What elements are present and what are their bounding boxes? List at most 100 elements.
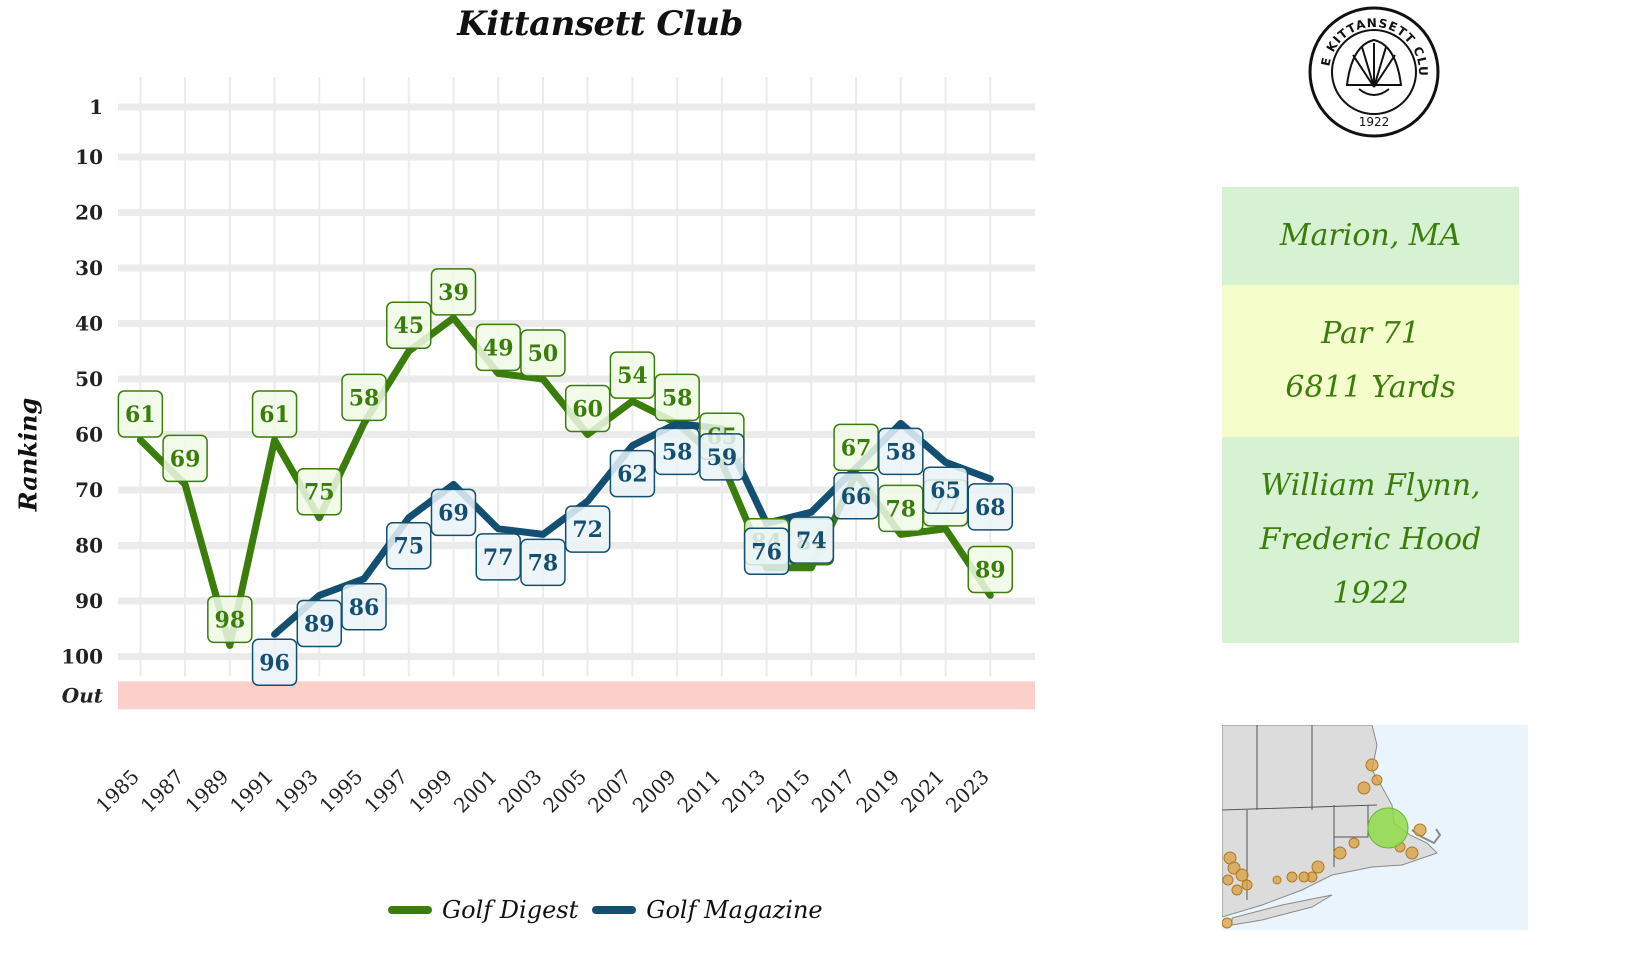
label-layer: 6169986175584539495060545865848467787789… — [117, 268, 1014, 687]
location-map — [1222, 725, 1528, 930]
data-label-golf-magazine: 89 — [296, 599, 343, 648]
data-label-box — [609, 351, 656, 399]
y-tick-label: 1 — [89, 95, 103, 119]
data-label-text: 60 — [572, 396, 603, 422]
y-tick-label: 40 — [75, 311, 103, 335]
data-label-text: 67 — [841, 435, 872, 461]
architect-line-1: William Flynn, — [1260, 468, 1481, 503]
legend-item-golf-magazine: Golf Magazine — [592, 896, 823, 924]
data-label-golf-magazine: 96 — [251, 638, 298, 687]
data-label-text: 62 — [617, 462, 648, 488]
data-label-golf-magazine: 77 — [475, 533, 521, 581]
data-label-box — [251, 390, 298, 438]
data-label-box — [341, 583, 387, 631]
data-label-text: 98 — [215, 607, 246, 633]
x-tick-label: 2019 — [851, 765, 904, 818]
data-label-box — [609, 449, 656, 498]
y-tick-label: 80 — [75, 533, 103, 557]
data-label-golf-magazine: 59 — [699, 433, 745, 481]
y-tick-label: 70 — [75, 478, 103, 502]
data-label-text: 61 — [125, 402, 156, 428]
x-tick-label: 1999 — [404, 765, 457, 818]
x-tick-label: 2013 — [717, 765, 770, 818]
x-tick-label: 2007 — [583, 765, 636, 818]
data-label-box — [386, 301, 432, 349]
map-other-course-markers — [1222, 758, 1427, 929]
y-tick-label-out: Out — [62, 683, 104, 707]
data-label-text: 58 — [885, 439, 916, 465]
chart-title: Kittansett Club — [457, 4, 743, 44]
club-logo: THE KITTANSETT CLUB 1922 — [1307, 5, 1440, 138]
x-tick-label: 2009 — [628, 765, 681, 818]
data-label-box — [296, 467, 343, 516]
x-tick-label: 2015 — [762, 765, 815, 818]
data-label-text: 39 — [438, 280, 469, 306]
x-tick-label: 1993 — [270, 765, 323, 818]
data-label-golf-magazine: 65 — [922, 466, 969, 514]
data-label-golf-digest: 58 — [341, 373, 387, 422]
yards-text: 6811 Yards — [1285, 370, 1456, 405]
data-label-box — [967, 483, 1014, 531]
data-label-text: 86 — [349, 595, 380, 621]
data-label-golf-magazine: 76 — [743, 527, 790, 576]
data-label-text: 78 — [528, 550, 559, 576]
architect-box: William Flynn, Frederic Hood 1922 — [1222, 437, 1519, 643]
y-tick-label: 100 — [61, 644, 103, 668]
data-label-box — [117, 390, 164, 438]
data-label-golf-digest: 61 — [251, 390, 298, 438]
data-label-text: 45 — [393, 313, 424, 339]
data-label-text: 68 — [975, 495, 1006, 521]
data-label-golf-digest: 49 — [475, 323, 521, 372]
legend-swatch-golf-magazine — [592, 906, 637, 914]
x-tick-label: 2003 — [494, 765, 547, 818]
data-label-text: 50 — [528, 341, 559, 367]
data-label-text: 72 — [572, 517, 603, 543]
data-label-golf-digest: 60 — [564, 384, 611, 433]
legend-swatch-golf-digest — [388, 906, 432, 914]
location-text: Marion, MA — [1279, 218, 1462, 253]
data-label-golf-magazine: 68 — [967, 483, 1014, 531]
legend-label-golf-digest: Golf Digest — [442, 896, 579, 924]
x-tick-label: 2001 — [449, 765, 502, 818]
data-label-text: 89 — [975, 557, 1006, 583]
data-label-text: 58 — [662, 385, 693, 411]
y-tick-label: 20 — [75, 200, 103, 224]
data-label-golf-magazine: 58 — [654, 427, 700, 476]
course-info-panel: Marion, MA Par 71 6811 Yards William Fly… — [1222, 187, 1519, 643]
data-label-box — [341, 373, 387, 422]
data-label-golf-digest: 69 — [162, 434, 208, 483]
data-label-golf-digest: 89 — [967, 545, 1014, 594]
x-tick-label: 1991 — [225, 765, 278, 818]
data-label-box — [878, 427, 924, 476]
data-label-text: 89 — [304, 611, 335, 637]
data-label-golf-magazine: 75 — [386, 521, 432, 570]
data-label-text: 69 — [438, 500, 469, 526]
data-label-golf-digest: 39 — [430, 268, 477, 316]
data-label-box — [564, 384, 611, 433]
data-label-golf-magazine: 74 — [788, 516, 835, 564]
x-tick-label: 1987 — [136, 765, 189, 818]
data-label-golf-magazine: 58 — [878, 427, 924, 476]
x-tick-label: 1989 — [180, 765, 233, 818]
x-tick-label: 1997 — [359, 765, 412, 818]
data-label-text: 78 — [885, 496, 916, 522]
data-label-golf-digest: 78 — [878, 484, 924, 533]
data-label-box — [788, 516, 835, 564]
data-label-box — [162, 434, 208, 483]
data-label-golf-digest: 75 — [296, 467, 343, 516]
data-label-text: 58 — [662, 439, 693, 465]
data-label-box — [833, 472, 879, 520]
y-tick-label: 30 — [75, 256, 103, 280]
shell-icon — [1345, 38, 1403, 96]
data-label-text: 96 — [259, 650, 290, 676]
course-stats-box: Par 71 6811 Yards — [1222, 285, 1519, 437]
data-label-box — [251, 638, 298, 687]
y-tick-label: 10 — [75, 145, 103, 169]
data-label-box — [967, 545, 1014, 594]
data-label-box — [520, 538, 566, 587]
data-label-text: 61 — [259, 402, 290, 428]
data-label-golf-digest: 67 — [833, 423, 879, 472]
data-label-text: 49 — [483, 335, 514, 361]
data-label-box — [654, 373, 700, 422]
data-label-text: 66 — [841, 484, 872, 510]
